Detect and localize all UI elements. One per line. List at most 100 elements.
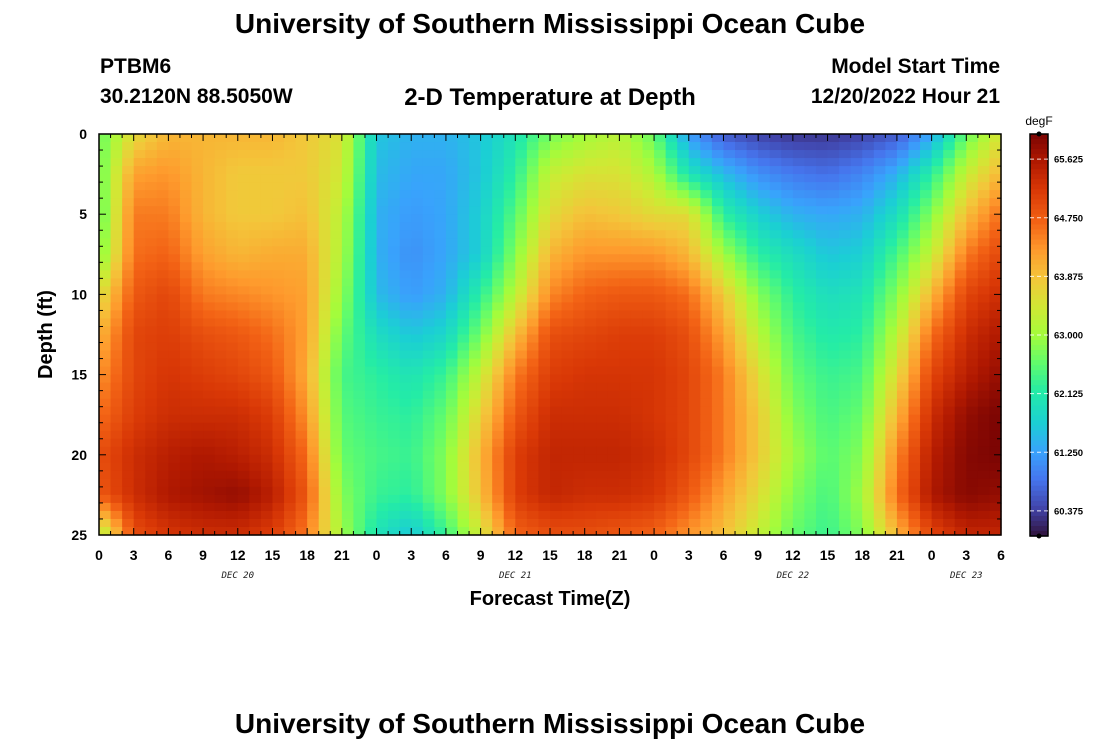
heatmap-cell [330,518,343,528]
heatmap-cell [619,438,632,448]
heatmap-cell [469,286,482,295]
heatmap-cell [526,406,540,416]
heatmap-cell [295,230,308,239]
heatmap-cell [341,254,355,263]
heatmap-cell [769,454,782,464]
heatmap-cell [735,414,748,424]
heatmap-cell [804,414,817,424]
heatmap-cell [630,342,644,352]
heatmap-cell [272,214,285,223]
heatmap-cell [977,214,991,223]
heatmap-cell [943,478,956,488]
heatmap-cell [260,182,274,191]
heatmap-cell [353,334,366,344]
heatmap-cell [862,142,875,151]
heatmap-cell [538,150,551,159]
heatmap-cell [411,134,424,143]
heatmap-cell [688,262,701,271]
heatmap-cell [203,182,216,191]
heatmap-cell [896,294,910,304]
heatmap-cell [99,198,112,207]
heatmap-cell [989,390,1002,400]
heatmap-cell [295,454,308,464]
heatmap-cell [700,246,713,255]
heatmap-cell [596,510,609,520]
heatmap-cell [839,398,852,408]
heatmap-cell [260,438,274,448]
heatmap-cell [237,310,250,320]
heatmap-cell [284,454,297,464]
heatmap-cell [550,182,563,191]
heatmap-cell [920,142,933,151]
colorbar-segment [1030,450,1048,457]
heatmap-cell [515,310,528,320]
heatmap-cell [989,526,1002,536]
heatmap-cell [284,430,297,440]
heatmap-cell [561,422,574,432]
heatmap-cell [122,454,135,464]
heatmap-cell [688,214,701,223]
heatmap-cell [353,398,366,408]
heatmap-cell [469,350,482,360]
heatmap-cell [295,422,308,432]
heatmap-cell [99,494,112,504]
heatmap-cell [492,222,505,231]
heatmap-cell [862,358,875,368]
heatmap-cell [896,278,910,287]
heatmap-cell [376,518,389,528]
heatmap-cell [839,382,852,392]
heatmap-cell [226,462,239,472]
heatmap-cell [943,302,956,312]
heatmap-cell [850,374,863,384]
heatmap-cell [619,518,632,528]
heatmap-cell [307,350,320,360]
heatmap-cell [307,406,320,416]
heatmap-cell [168,166,181,175]
heatmap-cell [203,142,216,151]
heatmap-cell [145,366,158,376]
heatmap-cell [122,190,135,199]
heatmap-cell [630,174,644,183]
heatmap-cell [977,398,991,408]
heatmap-cell [503,198,516,207]
heatmap-cell [214,206,227,215]
heatmap-cell [179,150,193,159]
heatmap-cell [330,470,343,480]
heatmap-cell [191,502,204,512]
heatmap-cell [735,358,748,368]
heatmap-cell [561,230,574,239]
heatmap-cell [133,334,146,344]
heatmap-cell [168,462,181,472]
heatmap-cell [191,446,204,456]
heatmap-cell [307,206,320,215]
heatmap-cell [781,206,794,215]
heatmap-cell [526,230,540,239]
heatmap-cell [711,366,725,376]
heatmap-cell [943,462,956,472]
heatmap-cell [110,262,123,271]
heatmap-cell [862,486,875,496]
heatmap-cell [226,358,239,368]
heatmap-cell [284,446,297,456]
heatmap-cell [827,166,840,175]
heatmap-cell [341,374,355,384]
heatmap-cell [179,430,193,440]
heatmap-cell [526,470,540,480]
colorbar-segment [1030,189,1048,195]
heatmap-cell [573,454,586,464]
heatmap-cell [191,254,204,263]
heatmap-cell [850,326,863,336]
heatmap-cell [711,142,725,151]
heatmap-cell [168,150,181,159]
heatmap-cell [318,302,331,312]
heatmap-cell [873,510,886,520]
colorbar-segment [1030,525,1048,532]
heatmap-cell [388,382,401,392]
heatmap-cell [561,310,574,320]
colorbar-segment [1030,269,1048,276]
heatmap-cell [168,342,181,352]
heatmap-cell [307,198,320,207]
heatmap-cell [711,526,725,536]
heatmap-cell [341,302,355,312]
heatmap-cell [110,238,123,247]
